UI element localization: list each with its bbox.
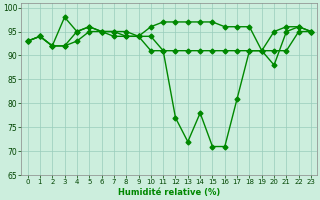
X-axis label: Humidité relative (%): Humidité relative (%): [118, 188, 220, 197]
